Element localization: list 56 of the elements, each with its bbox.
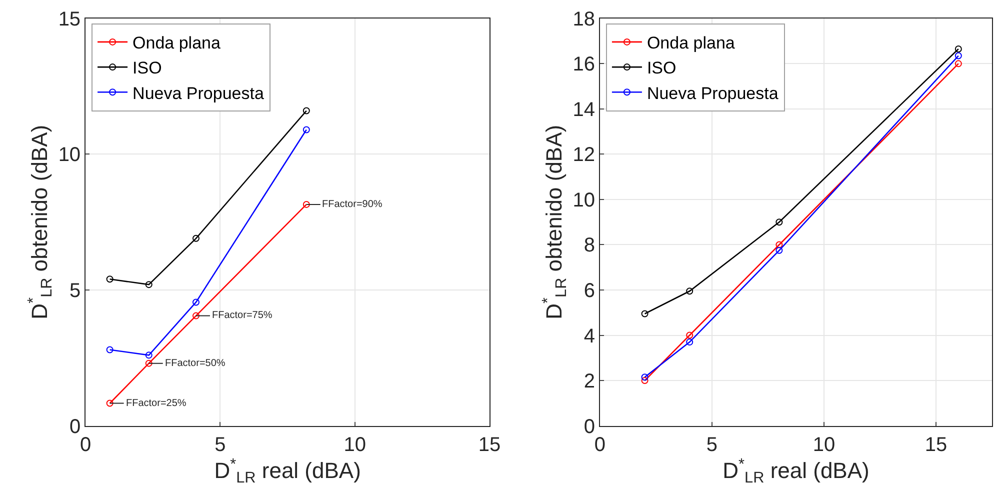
annotation: FFactor=50% bbox=[165, 358, 226, 369]
point bbox=[302, 200, 310, 208]
point bbox=[641, 377, 648, 384]
x-axis-title: D$^{*}$$_{LR}$ real (dBA) bbox=[214, 456, 361, 487]
legend-label: ISO bbox=[132, 58, 162, 78]
x-tick-label: 10 bbox=[812, 434, 836, 456]
point bbox=[686, 288, 694, 295]
point bbox=[641, 374, 648, 381]
point bbox=[776, 246, 783, 254]
x-tick-label: 15 bbox=[478, 434, 501, 456]
point bbox=[686, 338, 694, 346]
point bbox=[192, 312, 200, 320]
annotation: FFactor=25% bbox=[126, 398, 186, 409]
y-tick-label: 18 bbox=[572, 8, 595, 30]
point bbox=[145, 360, 152, 367]
y-tick-label: 10 bbox=[572, 189, 595, 212]
point bbox=[302, 107, 310, 114]
legend-label: Onda plana bbox=[646, 34, 736, 53]
point bbox=[145, 352, 152, 359]
y-tick-label: 2 bbox=[584, 370, 595, 393]
point bbox=[106, 276, 114, 283]
x-tick-label: 5 bbox=[214, 434, 226, 456]
y-tick-label: 0 bbox=[69, 416, 81, 438]
y-tick-label: 16 bbox=[572, 54, 595, 76]
annotation: FFactor=90% bbox=[322, 199, 382, 210]
legend-label: Nueva Propuesta bbox=[132, 84, 264, 103]
x-axis-title: D$^{*}$$_{LR}$ real (dBA) bbox=[722, 456, 870, 487]
point bbox=[302, 126, 310, 134]
point bbox=[686, 332, 694, 339]
point bbox=[192, 298, 200, 306]
y-tick-label: 15 bbox=[58, 8, 81, 30]
annotation: FFactor=75% bbox=[212, 310, 272, 321]
y-tick-label: 4 bbox=[584, 325, 595, 348]
point bbox=[954, 45, 962, 52]
point bbox=[106, 346, 114, 354]
legend-label: ISO bbox=[646, 58, 676, 78]
point bbox=[954, 60, 962, 68]
y-tick-label: 14 bbox=[572, 98, 595, 121]
point bbox=[776, 218, 783, 226]
point bbox=[641, 310, 648, 318]
x-tick-label: 15 bbox=[924, 434, 948, 456]
y-tick-label: 0 bbox=[584, 416, 595, 438]
legend-label: Nueva Propuesta bbox=[646, 84, 779, 103]
y-tick-label: 6 bbox=[584, 280, 595, 302]
y-tick-label: 8 bbox=[584, 234, 595, 257]
point bbox=[192, 234, 200, 242]
legend-label: Onda plana bbox=[132, 34, 221, 53]
point bbox=[954, 52, 962, 60]
point bbox=[145, 281, 152, 288]
y-tick-label: 10 bbox=[58, 144, 81, 166]
x-tick-label: 10 bbox=[344, 434, 366, 456]
point bbox=[776, 241, 783, 248]
x-tick-label: 5 bbox=[706, 434, 718, 456]
point bbox=[106, 400, 114, 407]
y-tick-label: 5 bbox=[69, 280, 81, 302]
y-tick-label: 12 bbox=[572, 144, 595, 166]
